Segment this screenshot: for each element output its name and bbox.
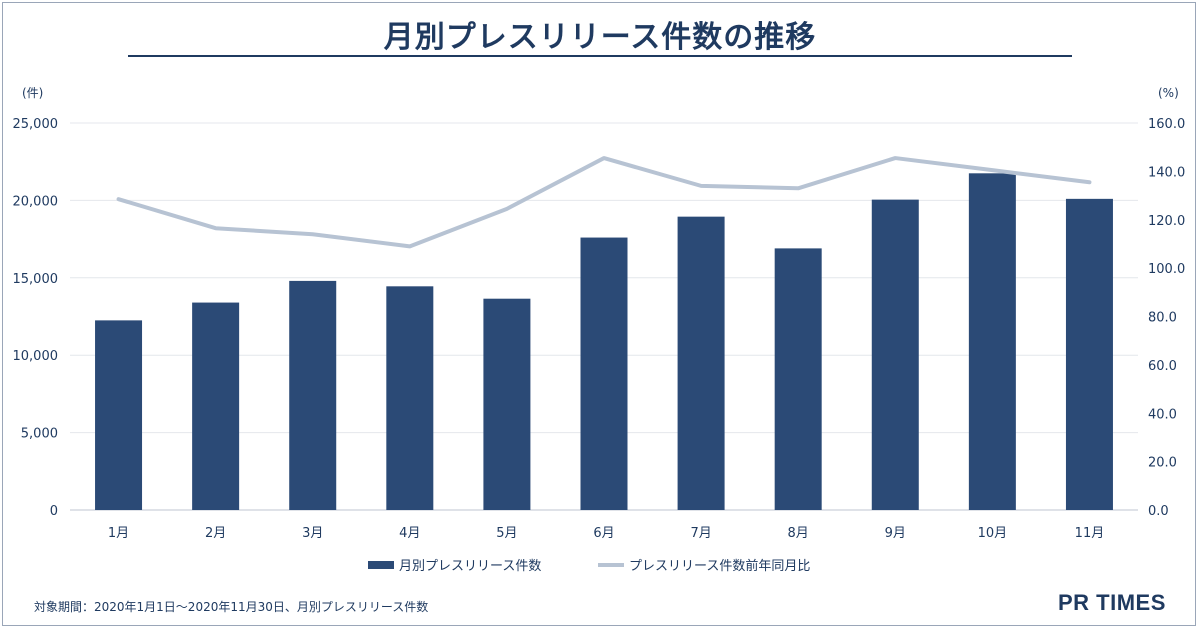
right-axis: (%) 0.0 20.0 40.0 60.0 80.0 100.0 120.0 140.0 160… [1148, 86, 1185, 519]
bar-series [95, 173, 1113, 511]
right-tick-label: 140.0 [1148, 165, 1185, 180]
left-tick-label: 20,000 [13, 194, 59, 209]
line-series [116, 156, 1092, 249]
line-point [1088, 181, 1090, 183]
bar [968, 173, 1016, 510]
left-tick-label: 25,000 [13, 117, 59, 132]
x-tick-label: 7月 [690, 526, 711, 541]
right-tick-label: 60.0 [1148, 359, 1177, 374]
chart-title: 月別プレスリリース件数の推移 [383, 20, 817, 55]
legend: 月別プレスリリース件数 プレスリリース件数前年同月比 [368, 558, 810, 574]
bar [192, 302, 240, 510]
x-axis: 1月 2月 3月 4月 5月 6月 7月 8月 9月 10月 11月 [108, 526, 1104, 541]
legend-swatch-bar [368, 561, 394, 569]
footnote: 対象期間：2020年1月1日～2020年11月30日、月別プレスリリース件数 [34, 600, 429, 614]
left-tick-label: 15,000 [13, 272, 59, 287]
x-tick-label: 11月 [1075, 526, 1105, 541]
x-tick-label: 10月 [978, 526, 1008, 541]
bar [677, 216, 725, 511]
bar [871, 199, 919, 510]
left-axis: (件) 0 5,000 10,000 15,000 20,000 25,000 [13, 86, 59, 519]
line-point [991, 169, 993, 171]
bar [483, 298, 531, 510]
legend-label-line: プレスリリース件数前年同月比 [629, 558, 810, 574]
line-point [215, 227, 217, 229]
line-point [506, 208, 508, 210]
legend-label-bar: 月別プレスリリース件数 [399, 559, 541, 574]
x-tick-label: 6月 [593, 526, 614, 541]
bar [1065, 198, 1113, 511]
line-point [894, 157, 896, 159]
bar [774, 248, 822, 510]
bar [386, 286, 434, 510]
x-tick-label: 1月 [108, 526, 129, 541]
left-axis-unit: (件) [22, 86, 43, 100]
right-tick-label: 40.0 [1148, 407, 1177, 422]
line-point [603, 157, 605, 159]
bar [289, 280, 337, 510]
right-tick-label: 0.0 [1148, 504, 1169, 519]
line-point [700, 185, 702, 187]
line-point [118, 198, 120, 200]
line-point [409, 245, 411, 247]
x-tick-label: 5月 [496, 526, 517, 541]
x-tick-label: 2月 [205, 526, 226, 541]
brand-logo: PR TIMES [1058, 590, 1166, 615]
x-tick-label: 9月 [885, 526, 906, 541]
right-tick-label: 120.0 [1148, 214, 1185, 229]
left-tick-label: 0 [50, 504, 58, 519]
right-tick-label: 80.0 [1148, 311, 1177, 326]
right-tick-label: 20.0 [1148, 456, 1177, 471]
left-tick-label: 5,000 [21, 427, 58, 442]
line-point [312, 233, 314, 235]
bar [580, 237, 628, 510]
right-axis-unit: (%) [1158, 86, 1179, 100]
series-line [116, 156, 1092, 249]
x-tick-label: 4月 [399, 526, 420, 541]
title-underline [128, 55, 1072, 57]
left-tick-label: 10,000 [13, 349, 59, 364]
right-tick-label: 100.0 [1148, 262, 1185, 277]
bar [95, 320, 143, 510]
right-tick-label: 160.0 [1148, 117, 1185, 132]
line-point [797, 187, 799, 189]
x-tick-label: 8月 [788, 526, 809, 541]
x-tick-label: 3月 [302, 526, 323, 541]
